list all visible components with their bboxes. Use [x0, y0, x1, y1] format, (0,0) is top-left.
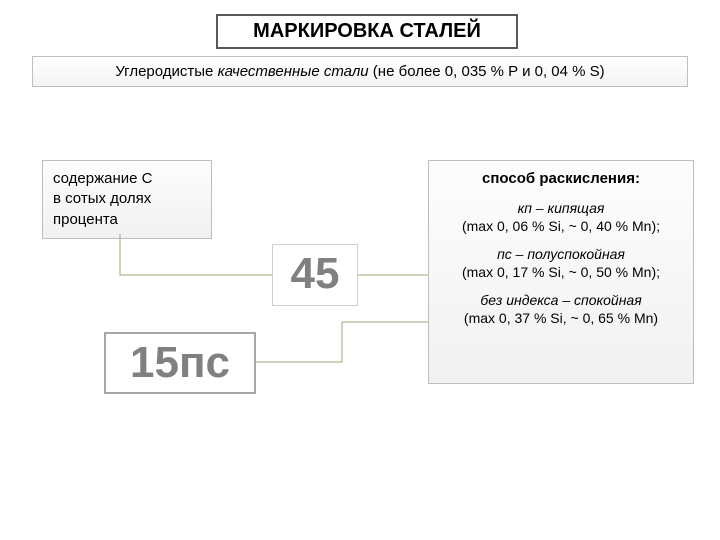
mark-15ps-text: 15пс: [130, 338, 230, 387]
carbon-line-3: процента: [53, 210, 201, 230]
deox-sp-detail: (max 0, 37 % Si, ~ 0, 65 % Mn): [439, 309, 683, 327]
deox-kp-label: кп – кипящая: [439, 199, 683, 217]
subtitle-prefix: Углеродистые: [115, 63, 217, 80]
mark-45-text: 45: [291, 249, 340, 298]
deox-ps-label: пс – полуспокойная: [439, 245, 683, 263]
deox-ps-detail: (max 0, 17 % Si, ~ 0, 50 % Mn);: [439, 263, 683, 281]
carbon-content-box: содержание С в сотых долях процента: [42, 160, 212, 239]
subtitle-italic: качественные стали: [218, 63, 369, 80]
subtitle-suffix: (не более 0, 035 % P и 0, 04 % S): [369, 63, 605, 80]
steel-mark-45: 45: [272, 244, 358, 306]
deox-kp-detail: (max 0, 06 % Si, ~ 0, 40 % Mn);: [439, 217, 683, 235]
steel-mark-15ps: 15пс: [104, 332, 256, 394]
subtitle-bar: Углеродистые качественные стали (не боле…: [32, 56, 688, 87]
connector-3: [256, 322, 428, 362]
deox-item-kp: кп – кипящая (max 0, 06 % Si, ~ 0, 40 % …: [439, 199, 683, 235]
deox-item-ps: пс – полуспокойная (max 0, 17 % Si, ~ 0,…: [439, 245, 683, 281]
diagram-canvas: МАРКИРОВКА СТАЛЕЙ Углеродистые качествен…: [0, 0, 720, 540]
deox-item-sp: без индекса – спокойная (max 0, 37 % Si,…: [439, 291, 683, 327]
deoxidation-box: способ раскисления: кп – кипящая (max 0,…: [428, 160, 694, 384]
carbon-line-2: в сотых долях: [53, 189, 201, 209]
deoxidation-heading: способ раскисления:: [439, 169, 683, 189]
carbon-line-1: содержание С: [53, 169, 201, 189]
title-text: МАРКИРОВКА СТАЛЕЙ: [253, 20, 481, 42]
page-title: МАРКИРОВКА СТАЛЕЙ: [216, 14, 518, 49]
deox-sp-label: без индекса – спокойная: [439, 291, 683, 309]
connector-1: [120, 234, 272, 275]
